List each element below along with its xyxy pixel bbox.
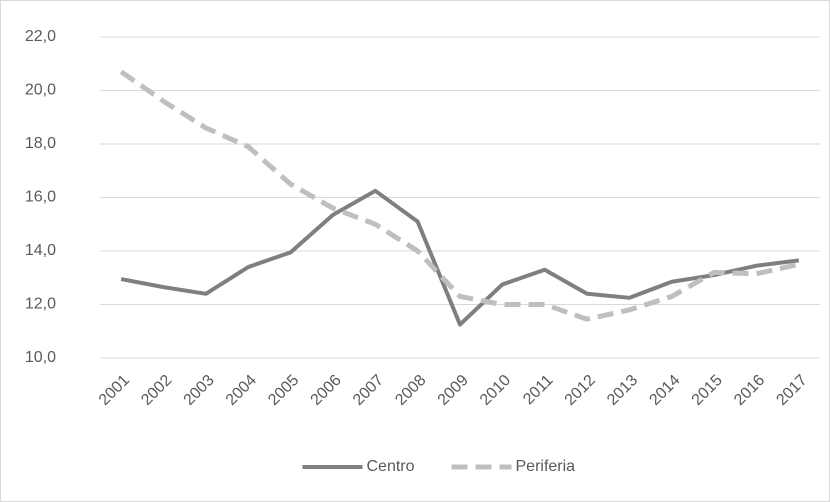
y-tick-label: 22,0 [25,28,56,45]
y-tick-label: 14,0 [25,242,56,259]
y-tick-label: 12,0 [25,296,56,313]
legend-label: Centro [367,458,415,475]
line-series [120,188,800,327]
legend-label: Periferia [516,458,576,475]
y-tick-label: 10,0 [25,349,56,366]
y-tick-label: 20,0 [25,82,56,99]
line-series [119,69,800,322]
y-tick-label: 16,0 [25,189,56,206]
y-tick-label: 18,0 [25,135,56,152]
